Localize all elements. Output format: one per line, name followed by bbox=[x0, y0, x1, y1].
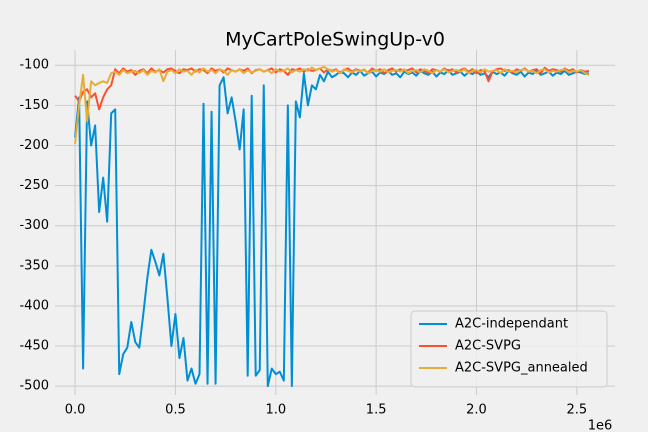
x-tick-label: 0.0 bbox=[65, 403, 86, 418]
x-tick-label: 2.5 bbox=[567, 403, 588, 418]
x-tick-label: 1.0 bbox=[265, 403, 286, 418]
line bbox=[74, 65, 590, 144]
y-tick-label: -350 bbox=[19, 258, 49, 273]
x-tick-label: 1.5 bbox=[366, 403, 387, 418]
y-tick-label: -450 bbox=[19, 339, 49, 354]
legend: A2C-independant A2C-SVPG A2C-SVPG_annealed bbox=[410, 310, 608, 388]
legend-box bbox=[410, 310, 608, 388]
y-tick-label: -200 bbox=[19, 138, 49, 153]
y-tick-label: -100 bbox=[19, 58, 49, 73]
y-tick-label: -400 bbox=[19, 298, 49, 313]
x-offset-label: 1e6 bbox=[588, 419, 613, 432]
x-tick-label: 0.5 bbox=[165, 403, 186, 418]
x-tick-label: 2.0 bbox=[466, 403, 487, 418]
legend-label: A2C-SVPG_annealed bbox=[455, 361, 588, 376]
chart-title: MyCartPoleSwingUp-v0 bbox=[225, 29, 445, 51]
legend-label: A2C-SVPG bbox=[455, 339, 521, 354]
y-tick-label: -500 bbox=[19, 379, 49, 394]
y-tick-label: -300 bbox=[19, 218, 49, 233]
y-tick-label: -250 bbox=[19, 178, 49, 193]
legend-label: A2C-independant bbox=[455, 317, 568, 332]
line bbox=[74, 69, 590, 388]
y-tick-label: -150 bbox=[19, 98, 49, 113]
